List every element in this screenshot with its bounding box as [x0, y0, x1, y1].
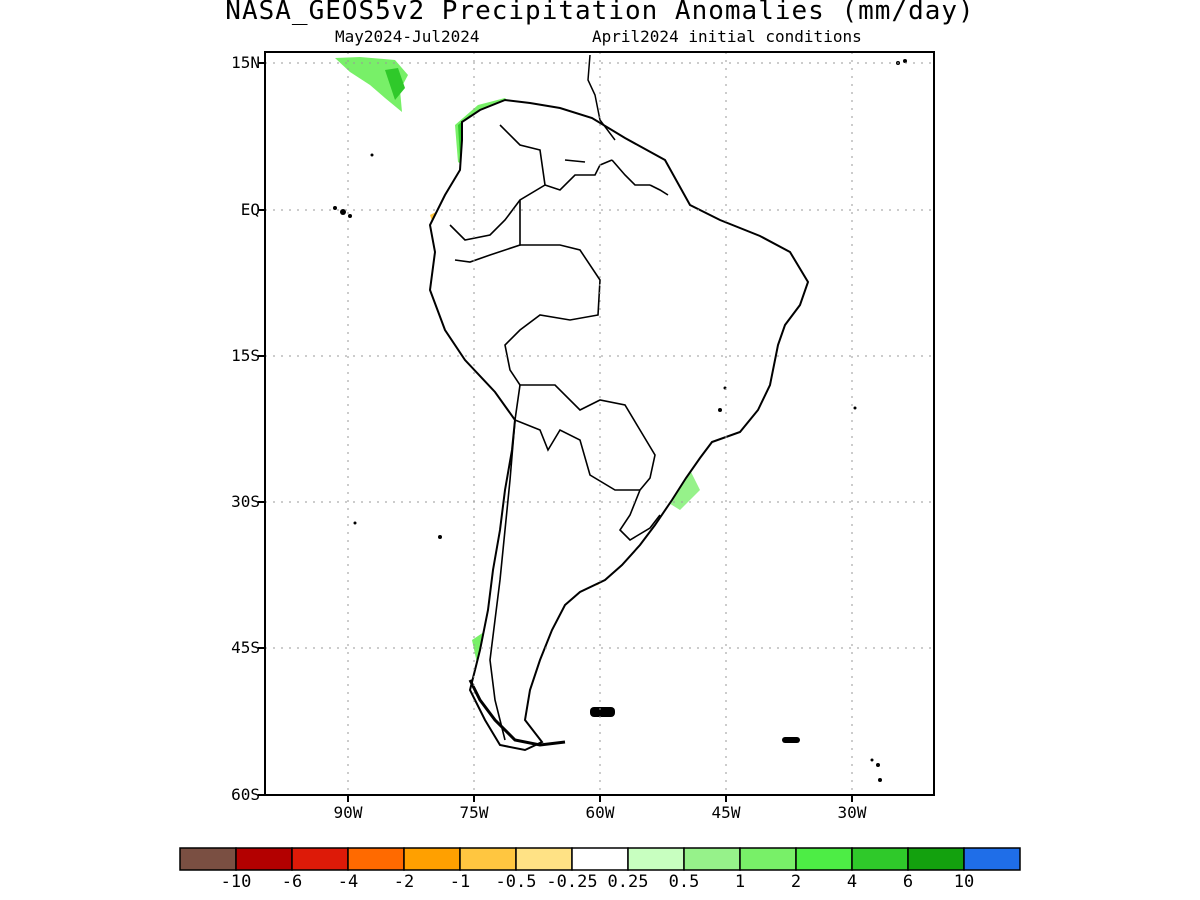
lat-label-15s: 15S	[231, 346, 260, 365]
colorbar-label: -2	[393, 872, 415, 892]
colorbar-label: 0.25	[607, 872, 649, 892]
colorbar-label: -4	[337, 872, 359, 892]
colorbar-swatch	[459, 847, 517, 871]
colorbar-swatch	[347, 847, 405, 871]
anomaly-shading	[290, 54, 907, 782]
colorbar-label: -0.25	[546, 872, 598, 892]
caribbean-coast	[587, 54, 616, 141]
lat-label-45s: 45S	[231, 638, 260, 657]
initial-conditions: April2024 initial conditions	[592, 27, 862, 46]
axis-ticks	[258, 62, 853, 802]
colorbar-label: -10	[220, 872, 252, 892]
colorbar-swatch	[683, 847, 741, 871]
lon-label-45w: 45W	[711, 803, 741, 822]
colorbar-swatch	[291, 847, 349, 871]
colorbar-label: 1	[734, 872, 746, 892]
colorbar-label: 4	[846, 872, 858, 892]
colorbar-swatch	[179, 847, 237, 871]
country-borders	[449, 124, 669, 741]
lon-label-90w: 90W	[333, 803, 363, 822]
map-title: NASA_GEOS5v2 Precipitation Anomalies (mm…	[225, 0, 975, 26]
colorbar-label: -1	[449, 872, 471, 892]
lat-label-60s: 60S	[231, 785, 260, 804]
fjord-coast	[468, 679, 566, 747]
colorbar-label: 6	[902, 872, 914, 892]
central-america	[290, 55, 460, 135]
lat-label-eq: EQ	[240, 200, 260, 219]
colorbar-swatch	[403, 847, 461, 871]
colorbar-label: 2	[790, 872, 802, 892]
coastline	[429, 99, 809, 751]
colorbar-swatch	[851, 847, 909, 871]
lon-label-30w: 30W	[837, 803, 867, 822]
colorbar-label: -0.5	[495, 872, 537, 892]
colorbar-swatch	[515, 847, 573, 871]
colorbar-swatch	[571, 847, 629, 871]
lon-label-75w: 75W	[459, 803, 489, 822]
colorbar-label: -6	[281, 872, 303, 892]
colorbar-swatch	[739, 847, 797, 871]
lat-label-15n: 15N	[231, 53, 260, 72]
forecast-period: May2024-Jul2024	[335, 27, 480, 46]
colorbar-label: 0.5	[668, 872, 700, 892]
lat-label-30s: 30S	[231, 492, 260, 511]
colorbar-label: 10	[953, 872, 975, 892]
lon-label-60w: 60W	[585, 803, 615, 822]
colorbar-swatch	[235, 847, 293, 871]
colorbar-swatch	[963, 847, 1021, 871]
islands	[333, 59, 907, 782]
colorbar-swatch	[795, 847, 853, 871]
colorbar-swatch	[627, 847, 685, 871]
colorbar	[179, 847, 1021, 871]
colorbar-swatch	[907, 847, 965, 871]
